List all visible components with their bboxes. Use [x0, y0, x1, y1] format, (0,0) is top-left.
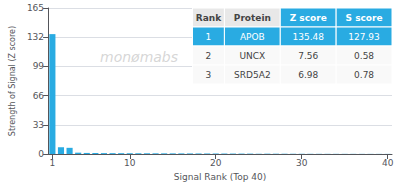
- svg-text:165: 165: [27, 3, 44, 13]
- svg-text:99: 99: [33, 61, 45, 71]
- svg-text:1: 1: [50, 158, 56, 168]
- svg-text:20: 20: [210, 158, 222, 168]
- svg-text:7.56: 7.56: [298, 51, 318, 61]
- svg-text:0.58: 0.58: [354, 51, 374, 61]
- svg-text:APOB: APOB: [240, 32, 265, 42]
- svg-text:Protein: Protein: [234, 13, 271, 23]
- svg-text:Signal Rank (Top 40): Signal Rank (Top 40): [174, 172, 266, 182]
- svg-text:UNCX: UNCX: [239, 51, 265, 61]
- svg-text:127.93: 127.93: [348, 32, 380, 42]
- svg-text:0.78: 0.78: [354, 70, 374, 80]
- svg-text:40: 40: [382, 158, 394, 168]
- svg-text:SRD5A2: SRD5A2: [234, 70, 271, 80]
- svg-text:2: 2: [206, 51, 212, 61]
- svg-text:6.98: 6.98: [298, 70, 318, 80]
- svg-text:1: 1: [206, 32, 212, 42]
- svg-text:0: 0: [38, 149, 44, 159]
- svg-text:Strength of Signal (Z score): Strength of Signal (Z score): [8, 26, 17, 136]
- svg-text:monømabs: monømabs: [100, 49, 178, 65]
- svg-text:10: 10: [124, 158, 136, 168]
- svg-text:S score: S score: [346, 13, 383, 23]
- svg-text:33: 33: [33, 120, 44, 130]
- svg-text:135.48: 135.48: [292, 32, 324, 42]
- svg-text:66: 66: [33, 91, 45, 101]
- svg-text:132: 132: [27, 32, 44, 42]
- svg-text:Rank: Rank: [196, 13, 222, 23]
- svg-text:Z score: Z score: [290, 13, 327, 23]
- svg-text:30: 30: [296, 158, 308, 168]
- svg-text:3: 3: [206, 70, 212, 80]
